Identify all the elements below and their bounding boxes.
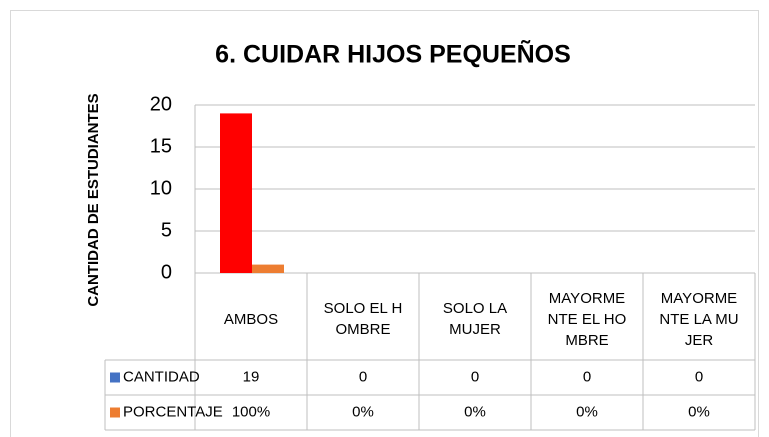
bar [220, 113, 252, 274]
y-axis-label: CANTIDAD DE ESTUDIANTES [85, 93, 102, 306]
chart-border [10, 10, 759, 437]
category-label: AMBOS [223, 310, 279, 328]
table-value: 19 [243, 368, 260, 385]
table-value: 100% [232, 403, 270, 420]
table-value: 0 [583, 368, 591, 385]
bar [252, 264, 284, 273]
table-value: 0% [576, 403, 598, 420]
category-label: SOLO LA MUJER [442, 300, 508, 338]
legend-label: PORCENTAJE [123, 403, 223, 420]
y-tick-label: 0 [161, 261, 172, 283]
y-tick-label: 20 [150, 93, 172, 115]
table-value: 0 [359, 368, 367, 385]
y-tick-label: 5 [161, 219, 172, 241]
table-value: 0% [352, 403, 374, 420]
legend-label: CANTIDAD [123, 368, 200, 385]
table-value: 0% [464, 403, 486, 420]
chart-title: 6. CUIDAR HIJOS PEQUEÑOS [215, 39, 571, 69]
legend-key [110, 372, 120, 383]
y-tick-label: 10 [150, 177, 172, 199]
table-value: 0 [695, 368, 703, 385]
category-label: SOLO EL HOMBRE [323, 300, 403, 338]
table-value: 0% [688, 403, 710, 420]
table-value: 0 [471, 368, 479, 385]
category-label: MAYORMENTE LA MUJER [659, 289, 739, 349]
y-tick-label: 15 [150, 135, 172, 157]
category-label: MAYORMENTE EL HOMBRE [547, 289, 627, 349]
legend-key [110, 407, 120, 418]
